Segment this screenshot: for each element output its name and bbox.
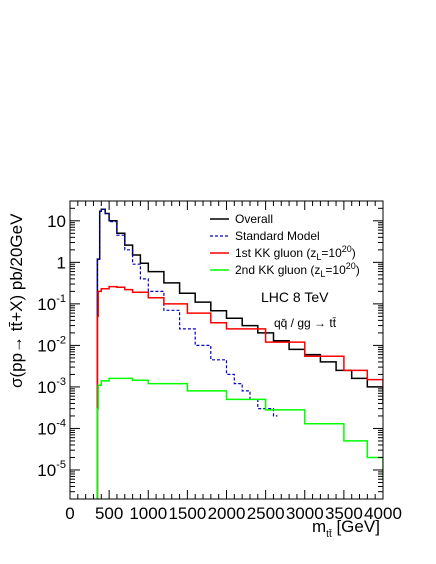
y-tick-label: 10-5 (37, 459, 66, 480)
y-tick-label: 10 (47, 212, 66, 231)
legend-1st-sup: 20 (342, 244, 352, 254)
series-line-overall (96, 208, 383, 499)
x-tick-label: 2000 (208, 504, 246, 523)
legend-1st-mid: =10 (321, 246, 342, 260)
legend-1st-sub: L (316, 252, 321, 262)
legend-2nd-sup: 20 (346, 261, 356, 271)
x-axis-ticks: 0 500 1000 1500 2000 2500 3000 3500 4000 (65, 201, 402, 523)
y-tick-label-exponent: -5 (56, 459, 66, 471)
y-tick-label: 10-2 (37, 334, 66, 355)
y-tick-label: 10-4 (37, 417, 66, 438)
x-tick-label: 3500 (325, 504, 363, 523)
y-tick-label-base: 10 (37, 295, 56, 314)
y-tick-label: 10-1 (37, 293, 66, 314)
y-tick-label: 1 (57, 253, 66, 272)
y-axis-label: σ(pp→ tt̄+X) pb/20GeV (7, 213, 26, 388)
x-axis-label-subscript: tt̄ (326, 528, 332, 540)
legend-2nd-main: 2nd KK gluon (z (235, 263, 320, 277)
energy-annotation: LHC 8 TeV (261, 289, 329, 305)
y-tick-label-base: 10 (37, 461, 56, 480)
x-axis-label: mtt̄ [GeV] (312, 517, 380, 540)
y-tick-label-exponent: -1 (56, 293, 66, 305)
legend-entry-standard-model: Standard Model (210, 229, 320, 243)
x-axis-label-unit: [GeV] (332, 517, 380, 536)
series-curves (96, 208, 383, 499)
legend-label-overall: Overall (235, 212, 273, 226)
y-tick-label-base: 10 (37, 378, 56, 397)
x-tick-label: 0 (65, 504, 74, 523)
x-tick-label: 2500 (247, 504, 285, 523)
legend-2nd-end: ) (356, 263, 360, 277)
y-tick-label-base: 10 (37, 419, 56, 438)
legend: Overall Standard Model 1st KK gluon (zL=… (210, 212, 360, 279)
legend-entry-1st-kk-gluon: 1st KK gluon (zL=1020) (210, 244, 356, 262)
y-tick-label-base: 10 (47, 212, 66, 231)
y-tick-label-base: 1 (57, 253, 66, 272)
legend-1st-main: 1st KK gluon (z (235, 246, 316, 260)
legend-label-1st-kk-gluon: 1st KK gluon (zL=1020) (235, 244, 356, 262)
legend-label-standard-model: Standard Model (235, 229, 320, 243)
y-tick-label-base: 10 (37, 336, 56, 355)
x-tick-label: 500 (95, 504, 123, 523)
legend-2nd-mid: =10 (325, 263, 346, 277)
legend-entry-2nd-kk-gluon: 2nd KK gluon (zL=1020) (210, 261, 360, 279)
series-line-1st-kk-gluon-z-l-10-20 (96, 285, 383, 499)
series-line-standard-model (96, 208, 278, 499)
x-tick-label: 4000 (364, 504, 402, 523)
x-tick-label: 3000 (286, 504, 324, 523)
x-axis-label-main: m (312, 517, 326, 536)
legend-label-2nd-kk-gluon: 2nd KK gluon (zL=1020) (235, 261, 360, 279)
legend-entry-overall: Overall (210, 212, 273, 226)
legend-1st-end: ) (352, 246, 356, 260)
y-tick-label-exponent: -4 (56, 417, 66, 429)
x-tick-label: 1000 (129, 504, 167, 523)
y-tick-label: 10-3 (37, 376, 66, 397)
process-annotation: qq̄ / gg → tt̄ (274, 316, 337, 330)
x-tick-label: 1500 (168, 504, 206, 523)
series-line-2nd-kk-gluon-z-l-10-20 (96, 377, 383, 499)
y-tick-label-exponent: -2 (56, 334, 66, 346)
y-tick-label-exponent: -3 (56, 376, 66, 388)
legend-2nd-sub: L (320, 269, 325, 279)
